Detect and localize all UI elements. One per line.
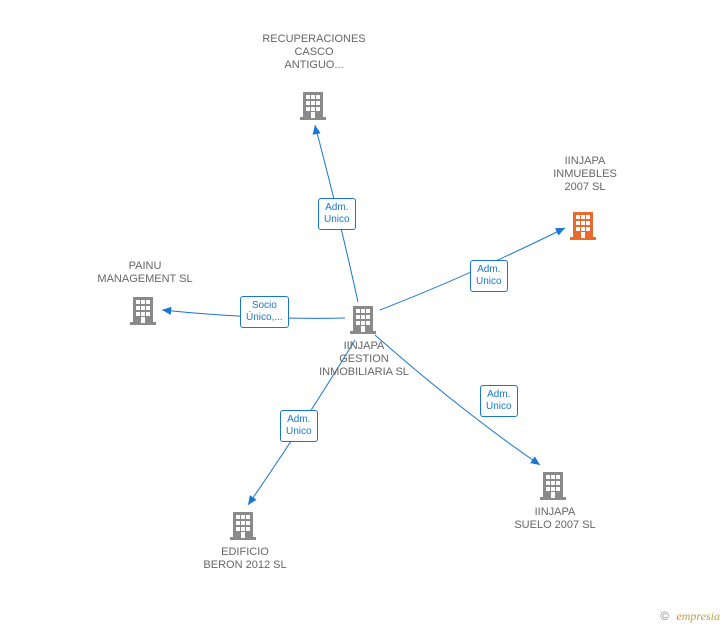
copyright-symbol: © xyxy=(660,609,669,623)
node-label[interactable]: RECUPERACIONES CASCO ANTIGUO... xyxy=(254,33,374,72)
edge-label: Adm. Unico xyxy=(480,385,518,417)
node-label[interactable]: IINJAPA INMUEBLES 2007 SL xyxy=(540,155,630,194)
node-label[interactable]: PAINU MANAGEMENT SL xyxy=(80,260,210,286)
building-icon[interactable] xyxy=(300,90,326,125)
building-icon[interactable] xyxy=(540,470,566,505)
edge-label: Adm. Unico xyxy=(318,198,356,230)
building-icon[interactable] xyxy=(570,210,596,245)
edge-label: Adm. Unico xyxy=(470,260,508,292)
edge-label: Adm. Unico xyxy=(280,410,318,442)
building-icon[interactable] xyxy=(230,510,256,545)
edge-label: Socio Único,... xyxy=(240,296,289,328)
footer: © empresia xyxy=(660,609,720,624)
diagram-canvas: © empresia Adm. Unico Adm. Unico Socio Úni… xyxy=(0,0,728,630)
building-icon[interactable] xyxy=(130,295,156,330)
node-label[interactable]: IINJAPA SUELO 2007 SL xyxy=(495,506,615,532)
node-label[interactable]: EDIFICIO BERON 2012 SL xyxy=(180,546,310,572)
node-label[interactable]: IINJAPA GESTION INMOBILIARIA SL xyxy=(314,340,414,379)
brand-name: mpresia xyxy=(682,609,720,623)
building-icon[interactable] xyxy=(350,304,376,339)
